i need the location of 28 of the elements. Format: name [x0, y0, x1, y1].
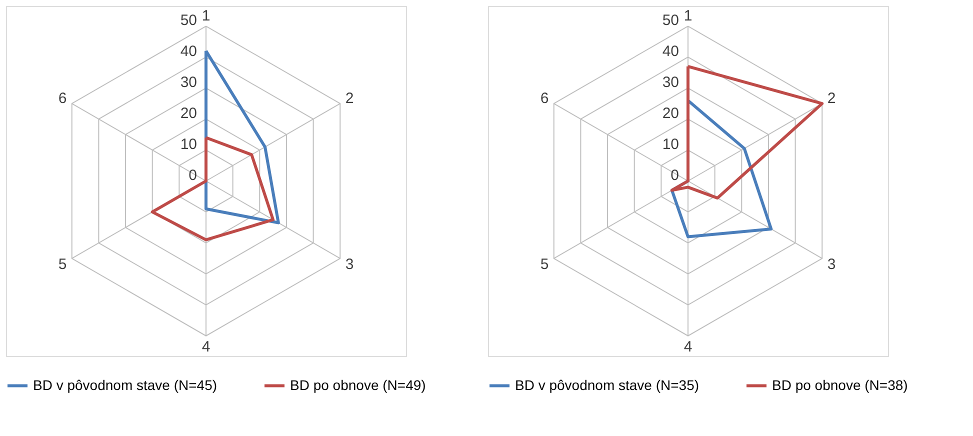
spoke-label: 1: [684, 7, 692, 24]
y-tick-label: 20: [662, 105, 679, 122]
spoke-label: 2: [827, 90, 836, 108]
y-tick-label: 20: [180, 105, 197, 122]
spoke-label: 6: [540, 90, 549, 108]
legend-label: BD po obnove (N=38): [772, 376, 908, 393]
spoke-label: 3: [827, 256, 836, 273]
legend-label: BD po obnove (N=49): [290, 376, 426, 393]
y-tick-label: 30: [662, 74, 679, 92]
spoke-label: 2: [345, 90, 354, 108]
spoke-label: 4: [684, 338, 692, 356]
spoke-label: 5: [58, 256, 67, 273]
y-tick-label: 40: [662, 43, 679, 60]
legend-label: BD v pôvodnom stave (N=45): [33, 376, 218, 393]
spoke-label: 5: [540, 256, 549, 273]
y-tick-label: 50: [662, 12, 679, 30]
y-tick-label: 0: [188, 167, 197, 184]
spoke-label: 1: [202, 7, 210, 24]
y-tick-label: 10: [180, 136, 197, 154]
legend-label: BD v pôvodnom stave (N=35): [515, 376, 700, 393]
spoke-label: 3: [345, 256, 354, 273]
y-tick-label: 0: [670, 167, 679, 184]
y-tick-label: 10: [662, 136, 679, 154]
spoke-label: 6: [58, 90, 67, 108]
y-tick-label: 30: [180, 74, 197, 92]
spoke-label: 4: [202, 338, 210, 356]
y-tick-label: 50: [180, 12, 197, 30]
y-tick-label: 40: [180, 43, 197, 60]
